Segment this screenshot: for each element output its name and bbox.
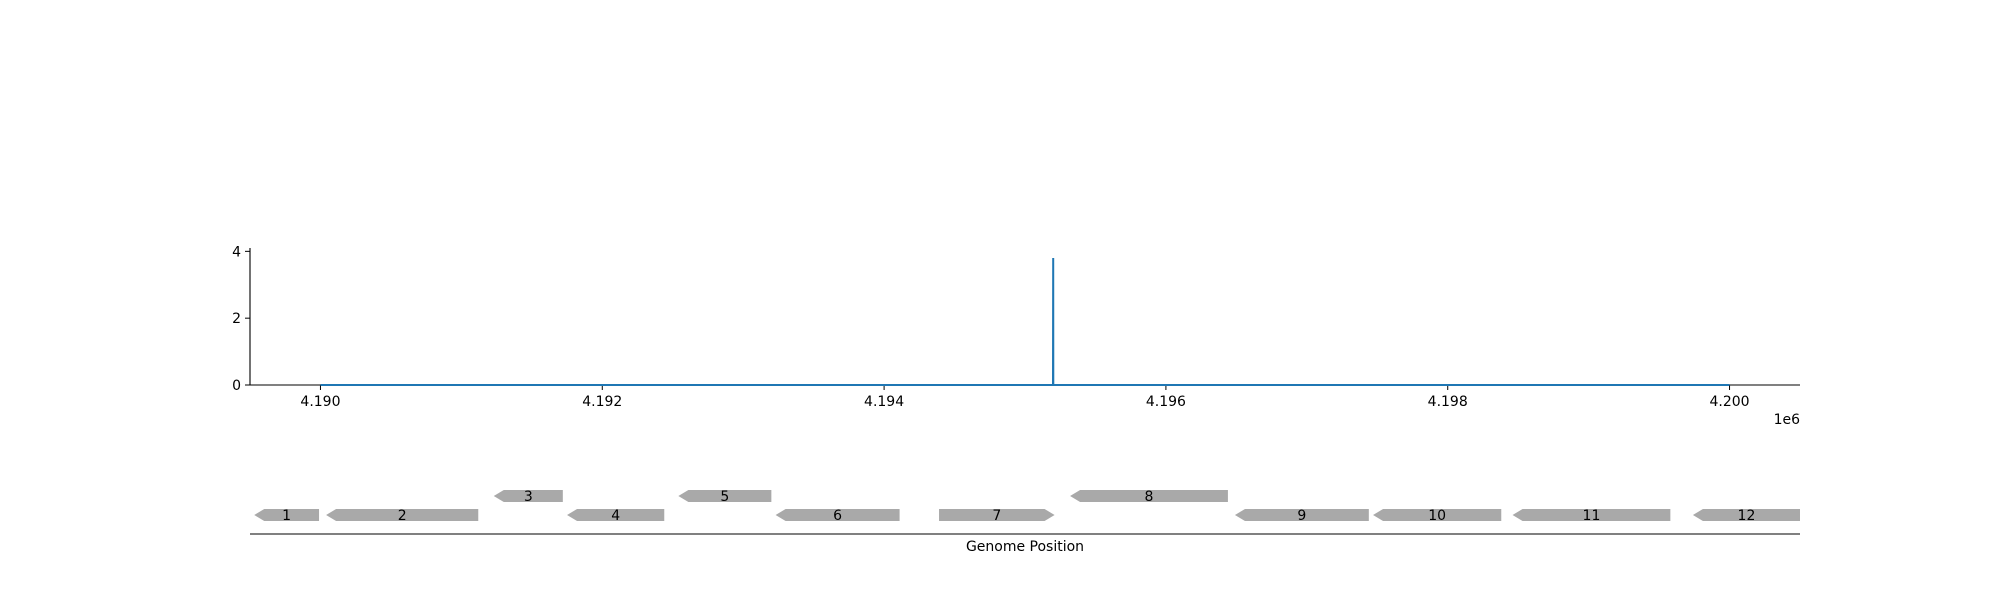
gene-track-xlabel: Genome Position [966, 539, 1084, 555]
gene-arrow [1234, 509, 1369, 521]
x-tick-label: 4.196 [1146, 394, 1186, 410]
gene-arrow [254, 509, 320, 521]
gene-arrow [1373, 509, 1502, 521]
y-tick-label: 2 [232, 311, 241, 327]
gene-arrow [1692, 509, 1800, 521]
x-tick-label: 4.198 [1428, 394, 1468, 410]
gene-label: 2 [398, 508, 407, 524]
gene-arrow [775, 509, 900, 521]
gene-label: 1 [282, 508, 291, 524]
gene-arrow [326, 509, 479, 521]
gene-label: 11 [1583, 508, 1601, 524]
x-offset-label: 1e6 [1774, 412, 1801, 428]
x-tick-label: 4.192 [582, 394, 622, 410]
gene-feature: 10 [1373, 508, 1502, 524]
gene-arrow [678, 490, 772, 502]
signal-line [320, 257, 1730, 386]
y-tick-label: 4 [232, 244, 241, 260]
gene-feature: 7 [939, 508, 1055, 524]
gene-arrow [939, 509, 1055, 521]
gene-arrow [1512, 509, 1671, 521]
signal-panel: 4.190 4.192 4.194 4.196 4.198 4.200 0 2 4 1e6 [232, 244, 1800, 428]
x-tick-label: 4.190 [300, 394, 340, 410]
gene-label: 10 [1428, 508, 1446, 524]
gene-arrow [567, 509, 665, 521]
gene-feature: 5 [678, 489, 772, 505]
gene-label: 12 [1738, 508, 1756, 524]
gene-feature: 11 [1512, 508, 1671, 524]
gene-label: 5 [720, 489, 729, 505]
gene-label: 7 [992, 508, 1001, 524]
gene-feature: 2 [326, 508, 479, 524]
gene-label: 4 [611, 508, 620, 524]
gene-feature: 9 [1234, 508, 1369, 524]
x-tick-label: 4.194 [864, 394, 904, 410]
gene-label: 8 [1145, 489, 1154, 505]
gene-label: 6 [833, 508, 842, 524]
gene-arrow [1070, 490, 1228, 502]
gene-label: 9 [1297, 508, 1306, 524]
gene-feature: 8 [1070, 489, 1228, 505]
gene-feature: 3 [493, 489, 563, 505]
gene-feature: 1 [254, 508, 320, 524]
x-tick-label: 4.200 [1709, 394, 1749, 410]
gene-arrow [493, 490, 563, 502]
gene-feature: 4 [567, 508, 665, 524]
gene-label: 3 [524, 489, 533, 505]
gene-feature: 12 [1692, 508, 1800, 524]
gene-feature: 6 [775, 508, 900, 524]
y-tick-label: 0 [232, 378, 241, 394]
